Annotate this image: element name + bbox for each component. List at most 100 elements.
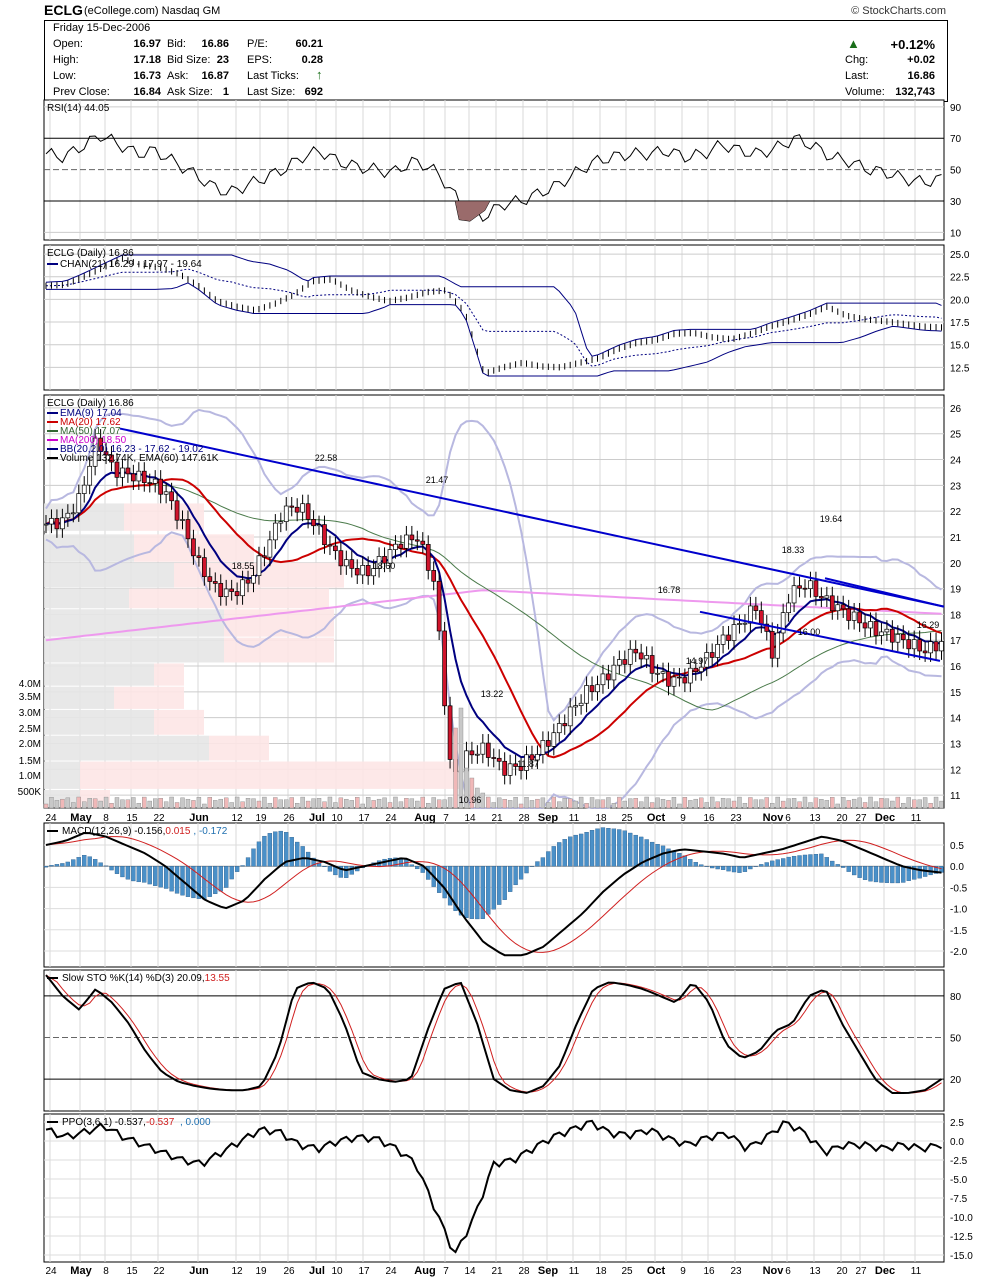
macd-histogram-bar (901, 866, 906, 883)
x-axis-label: 20 (836, 1266, 848, 1277)
volume-bar (376, 798, 382, 809)
candle (616, 659, 622, 666)
x-axis-label: 17 (358, 1266, 370, 1277)
volume-bar (393, 796, 398, 809)
lastticks-label: Last Ticks: (247, 70, 299, 82)
macd-histogram-bar (835, 864, 840, 867)
macd-histogram-bar (688, 859, 693, 867)
candle (611, 664, 617, 681)
macd-histogram-bar (748, 866, 753, 870)
prevclose-value: 16.84 (133, 86, 161, 98)
candle (207, 576, 213, 582)
x-axis-label: 24 (385, 1266, 397, 1277)
volume-bar (76, 796, 81, 809)
candle (81, 484, 87, 494)
macd-histogram-bar (682, 855, 688, 867)
x-axis-label: 8 (103, 813, 109, 824)
volume-bar (649, 802, 655, 809)
volume-bar (731, 800, 737, 809)
candle (655, 672, 660, 675)
volume-bar (436, 799, 442, 809)
volume-bar (764, 797, 769, 809)
chan-tick: 25.0 (950, 250, 970, 261)
volume-bar (770, 803, 775, 809)
price-tick: 14 (950, 714, 962, 725)
volume-bar (726, 798, 731, 809)
x-axis-label: 14 (464, 1266, 476, 1277)
candle (693, 667, 699, 673)
macd-histogram-bar (202, 866, 207, 900)
macd-histogram-bar (890, 866, 895, 884)
macd-histogram-bar (278, 830, 283, 867)
volume-bar (125, 799, 131, 809)
volume-tick: 3.0M (19, 708, 41, 719)
volume-bar (682, 797, 688, 809)
ppo-tick: -12.5 (950, 1232, 973, 1243)
panel-ppo (43, 1113, 945, 1263)
macd-histogram-bar (464, 866, 469, 918)
rsi-tick: 50 (950, 166, 962, 177)
x-axis-label: Nov (763, 1265, 785, 1277)
candle (420, 540, 426, 545)
macd-histogram-bar (327, 866, 333, 872)
volume-bar (791, 798, 797, 809)
macd-value-3: , -0.172 (193, 826, 227, 837)
volume-bar (240, 801, 245, 809)
rsi-oversold-fill (454, 200, 491, 222)
macd-histogram-bar (611, 828, 617, 867)
x-axis-label: Oct (647, 1265, 666, 1277)
candle (251, 575, 256, 584)
x-axis-label: 17 (358, 813, 370, 824)
x-axis-label: 19 (255, 1266, 267, 1277)
candle (660, 671, 666, 674)
macd-histogram-bar (677, 853, 682, 867)
up-arrow-icon: ↑ (316, 67, 323, 82)
volume-by-price-bar (44, 637, 224, 663)
chg-label: Chg: (845, 54, 869, 66)
candle (879, 631, 884, 636)
candle (769, 631, 775, 659)
macd-histogram-bar (726, 866, 731, 872)
volume-bar (862, 802, 868, 809)
candle (360, 565, 366, 576)
macd-tick: -1.0 (950, 905, 968, 916)
macd-histogram-bar (213, 866, 218, 894)
volume-bar (677, 803, 682, 809)
macd-tick: -1.5 (950, 926, 968, 937)
volume-bar (567, 798, 573, 809)
macd-histogram-bar (415, 866, 420, 870)
candle (147, 482, 153, 485)
volume-bar (371, 800, 376, 809)
macd-histogram-bar (125, 866, 131, 880)
ticker-symbol: ECLG (44, 2, 83, 18)
macd-histogram-bar (409, 864, 414, 867)
macd-histogram-bar (87, 856, 92, 867)
ask-label: Ask: (167, 70, 189, 82)
x-axis-label: 7 (443, 813, 449, 824)
volume-bar (851, 798, 857, 809)
price-annotation: 11.87 (517, 759, 539, 769)
macd-histogram-bar (491, 866, 496, 910)
volume-bar (546, 802, 551, 809)
macd-histogram-bar (644, 839, 649, 867)
price-tick: 15 (950, 688, 962, 699)
macd-histogram-bar (660, 845, 666, 867)
candle (234, 591, 240, 597)
volume-bar (158, 798, 163, 809)
candle (103, 451, 109, 456)
candle (731, 624, 737, 641)
macd-histogram-bar (540, 857, 546, 867)
x-axis-label: 25 (621, 813, 633, 824)
prevclose-label: Prev Close: (53, 86, 110, 98)
candle (813, 580, 819, 597)
macd-histogram-bar (731, 866, 737, 873)
volume-by-price-bar (129, 588, 329, 609)
volume-bar (136, 803, 142, 809)
macd-histogram-bar (884, 866, 890, 883)
sto-k-line (45, 974, 943, 1094)
candle (573, 705, 579, 708)
volume-bar (71, 802, 76, 809)
sto-tick: 80 (950, 992, 962, 1003)
macd-histogram-bar (518, 866, 524, 880)
candle (169, 491, 174, 502)
